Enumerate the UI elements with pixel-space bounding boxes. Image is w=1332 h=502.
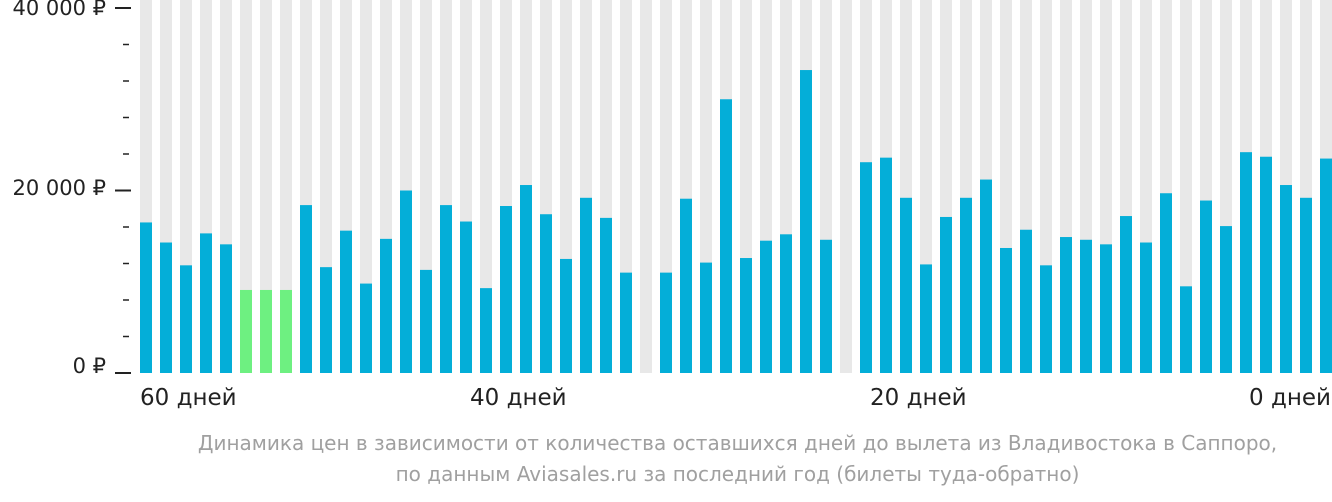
y-tick-label-20000: 20 000 ₽ [12, 176, 106, 200]
price-bar[interactable] [1080, 239, 1092, 373]
chart-caption-line-1: Динамика цен в зависимости от количества… [197, 431, 1278, 455]
price-bar[interactable] [180, 265, 192, 373]
price-bar[interactable] [1240, 152, 1252, 373]
price-bar[interactable] [400, 190, 412, 374]
price-bar[interactable] [420, 269, 432, 373]
price-bar[interactable] [380, 238, 392, 373]
background-column [840, 0, 852, 373]
price-bar[interactable] [1200, 200, 1212, 373]
price-bar[interactable] [440, 205, 452, 373]
price-bar[interactable] [660, 272, 672, 373]
price-bar-highlight[interactable] [280, 289, 292, 373]
price-bar[interactable] [200, 233, 212, 373]
price-bar[interactable] [500, 206, 512, 373]
price-bar[interactable] [320, 267, 332, 373]
price-bar[interactable] [1160, 193, 1172, 373]
background-column [1180, 0, 1192, 373]
bar-series [140, 70, 1332, 374]
price-bar[interactable] [1040, 265, 1052, 373]
price-bar[interactable] [1060, 237, 1072, 373]
x-tick-label-20: 20 дней [870, 385, 967, 411]
price-bar[interactable] [1100, 244, 1112, 373]
y-tick-label-40000: 40 000 ₽ [12, 0, 106, 20]
price-bar[interactable] [140, 222, 152, 373]
price-bar[interactable] [720, 99, 732, 373]
price-bar[interactable] [300, 205, 312, 373]
price-bar[interactable] [460, 221, 472, 373]
price-bar[interactable] [740, 258, 752, 373]
x-tick-label-60: 60 дней [140, 385, 237, 411]
price-bar[interactable] [1140, 242, 1152, 373]
price-bar[interactable] [560, 258, 572, 373]
price-bar[interactable] [1300, 197, 1312, 373]
price-bar-highlight[interactable] [260, 289, 272, 373]
price-chart: 40 000 ₽ 20 000 ₽ 0 ₽ 60 дней 40 дней 20… [12, 0, 1332, 411]
price-bar[interactable] [900, 197, 912, 373]
price-bar[interactable] [580, 197, 592, 373]
price-bar-highlight[interactable] [240, 289, 252, 373]
price-bar[interactable] [340, 230, 352, 373]
background-columns [140, 0, 1332, 373]
price-bar[interactable] [1000, 247, 1012, 373]
background-column [260, 0, 272, 373]
price-bar[interactable] [920, 264, 932, 373]
price-bar[interactable] [1280, 185, 1292, 373]
price-bar[interactable] [1320, 158, 1332, 373]
price-bar[interactable] [620, 272, 632, 373]
price-bar[interactable] [1020, 229, 1032, 373]
price-bar[interactable] [1120, 216, 1132, 373]
price-bar[interactable] [860, 162, 872, 373]
price-bar[interactable] [360, 283, 372, 373]
price-bar[interactable] [1180, 286, 1192, 373]
background-column [360, 0, 372, 373]
price-bar[interactable] [540, 214, 552, 373]
x-tick-label-40: 40 дней [470, 385, 567, 411]
price-bar[interactable] [1220, 226, 1232, 373]
y-axis: 40 000 ₽ 20 000 ₽ 0 ₽ [12, 0, 131, 378]
background-column [280, 0, 292, 373]
price-bar[interactable] [980, 179, 992, 373]
y-tick-label-0: 0 ₽ [73, 354, 106, 378]
price-bar[interactable] [480, 288, 492, 373]
price-bar[interactable] [600, 217, 612, 373]
background-column [640, 0, 652, 373]
price-bar[interactable] [700, 262, 712, 373]
price-bar[interactable] [960, 197, 972, 373]
price-bar[interactable] [800, 70, 812, 374]
background-column [480, 0, 492, 373]
x-tick-label-0: 0 дней [1249, 385, 1331, 411]
x-axis: 60 дней 40 дней 20 дней 0 дней [140, 385, 1331, 411]
price-bar[interactable] [940, 216, 952, 373]
price-bar[interactable] [520, 185, 532, 373]
price-bar[interactable] [880, 157, 892, 373]
price-bar[interactable] [220, 244, 232, 373]
price-bar[interactable] [820, 239, 832, 373]
chart-caption-line-2: по данным Aviasales.ru за последний год … [395, 462, 1080, 486]
price-bar[interactable] [780, 234, 792, 373]
price-bar[interactable] [1260, 156, 1272, 373]
price-bar[interactable] [760, 240, 772, 373]
price-bar[interactable] [160, 242, 172, 373]
price-bar[interactable] [680, 198, 692, 373]
background-column [240, 0, 252, 373]
